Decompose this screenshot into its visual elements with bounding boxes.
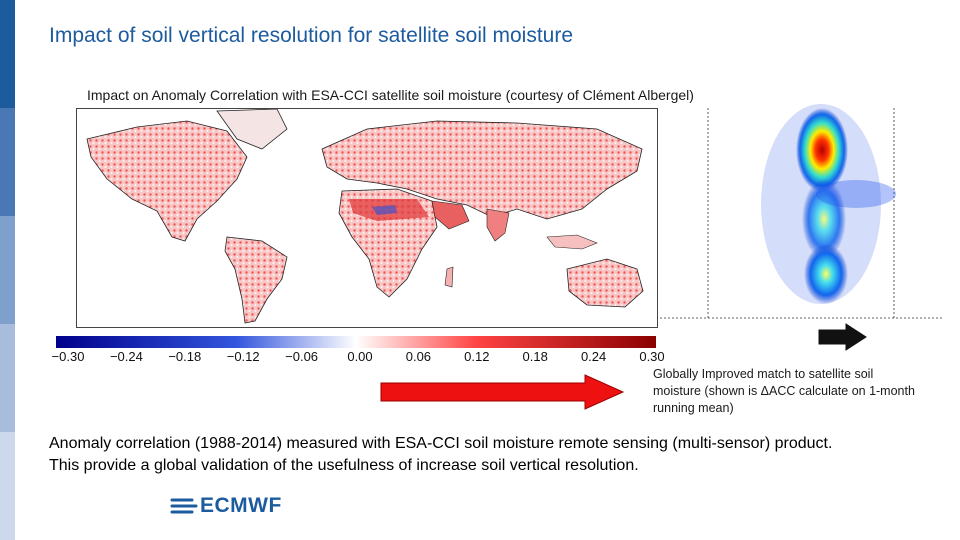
continent-north-america bbox=[86, 120, 248, 242]
continent-australia bbox=[566, 258, 644, 308]
footnote-line-1: Anomaly correlation (1988-2014) measured… bbox=[49, 435, 833, 452]
sidebar-block-1 bbox=[0, 0, 15, 108]
sidebar-block-5 bbox=[0, 432, 15, 540]
island-madagascar bbox=[444, 266, 454, 288]
continent-greenland bbox=[216, 109, 288, 150]
sidebar-block-4 bbox=[0, 324, 15, 432]
ecmwf-logo-icon bbox=[170, 498, 198, 514]
density-peak-north bbox=[796, 108, 848, 192]
sidebar-block-3 bbox=[0, 216, 15, 324]
black-arrow-icon bbox=[818, 323, 867, 351]
colorbar-tick-label: −0.24 bbox=[109, 349, 143, 364]
density-plot-graphic bbox=[660, 104, 944, 319]
footnote-line-2: This provide a global validation of the … bbox=[49, 457, 639, 474]
sidebar-block-2 bbox=[0, 108, 15, 216]
slide-title: Impact of soil vertical resolution for s… bbox=[49, 24, 574, 47]
slide-footnote: Anomaly correlation (1988-2014) measured… bbox=[49, 433, 949, 477]
density-plot bbox=[656, 104, 946, 322]
colorbar-tick-label: −0.30 bbox=[51, 349, 85, 364]
colorbar-tick-label: 0.06 bbox=[405, 349, 432, 364]
figure-subtitle: Impact on Anomaly Correlation with ESA-C… bbox=[87, 87, 694, 103]
sahara-negative-patch bbox=[372, 205, 397, 215]
density-band-middle bbox=[802, 179, 846, 259]
region-india bbox=[486, 208, 510, 242]
region-se-asia-islands bbox=[546, 234, 598, 250]
world-map bbox=[76, 108, 658, 328]
colorbar-tick-label: 0.24 bbox=[580, 349, 607, 364]
continent-south-america bbox=[224, 236, 288, 324]
colorbar-tick-label: 0.30 bbox=[639, 349, 665, 364]
colorbar bbox=[56, 336, 656, 348]
region-arabia bbox=[431, 200, 470, 230]
red-arrow-icon bbox=[380, 374, 625, 410]
figure-caption: Globally Improved match to satellite soi… bbox=[653, 367, 915, 415]
colorbar-tick-label: −0.06 bbox=[285, 349, 319, 364]
colorbar-tick-label: −0.18 bbox=[168, 349, 202, 364]
colorbar-tick-label: 0.18 bbox=[522, 349, 548, 364]
colorbar-tick-label: −0.12 bbox=[226, 349, 260, 364]
world-map-graphic bbox=[86, 109, 644, 324]
ecmwf-logo-text: ECMWF bbox=[200, 494, 282, 517]
sidebar-accent bbox=[0, 0, 15, 540]
colorbar-gradient bbox=[56, 336, 656, 348]
continent-eurasia bbox=[321, 120, 643, 220]
density-spread bbox=[816, 180, 896, 208]
density-peak-south bbox=[804, 244, 848, 304]
colorbar-tick-label: 0.00 bbox=[347, 349, 373, 364]
colorbar-tick-label: 0.12 bbox=[464, 349, 490, 364]
